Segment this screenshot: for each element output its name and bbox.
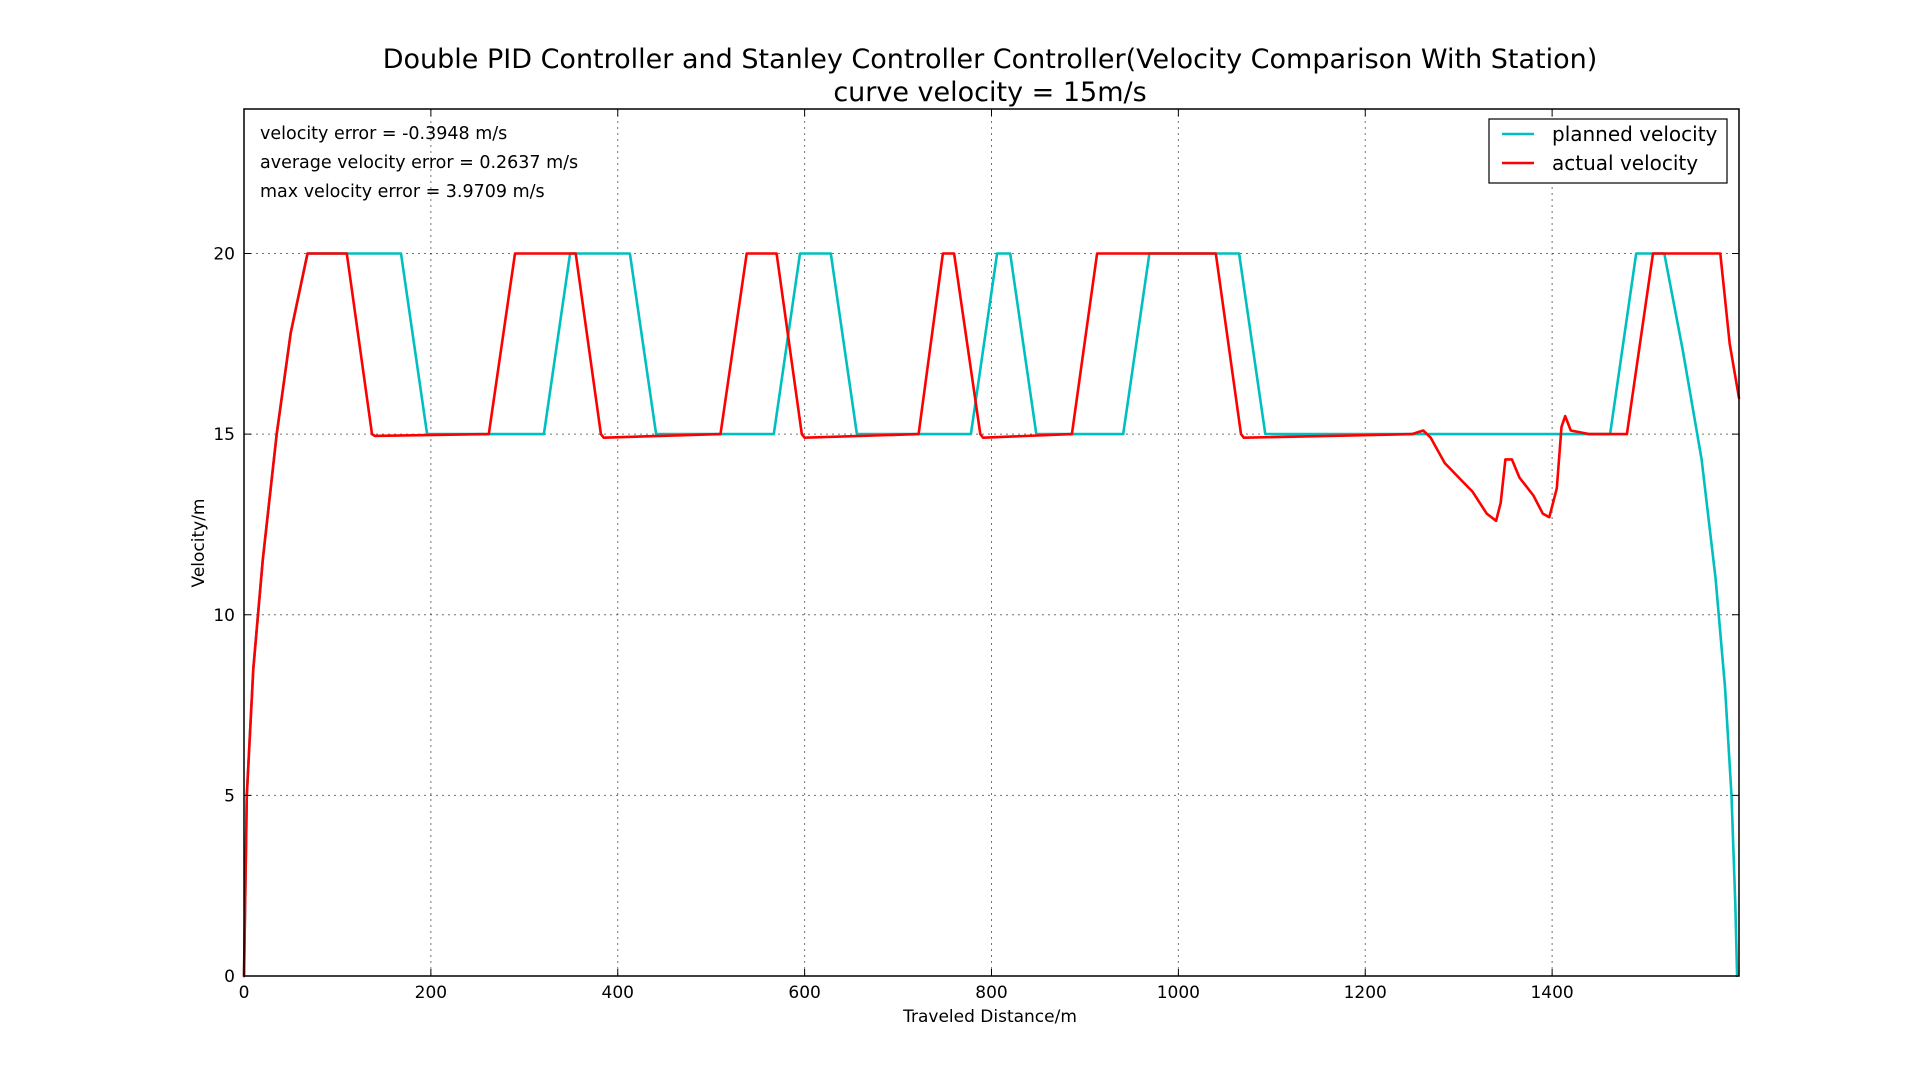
axis-ticks: 0 200 400 600 800 1000 1200 1400 0 5 10 15 20	[213, 109, 1739, 1003]
annotation-velocity-error: velocity error = -0.3948 m/s	[260, 124, 507, 144]
legend-box	[1488, 118, 1728, 184]
y-axis-label: Velocity/m	[189, 499, 209, 588]
y-tick-label: 20	[213, 245, 235, 265]
legend: planned velocity actual velocity	[1488, 118, 1728, 184]
legend-label-planned-velocity: planned velocity	[1552, 122, 1718, 146]
annotation-average-velocity-error: average velocity error = 0.2637 m/s	[260, 153, 578, 173]
legend-label-actual-velocity: actual velocity	[1552, 151, 1698, 175]
chart-subtitle: curve velocity = 15m/s	[833, 77, 1146, 108]
x-tick-label: 1200	[1344, 983, 1387, 1003]
x-tick-label: 1000	[1157, 983, 1200, 1003]
y-tick-label: 5	[224, 786, 235, 806]
series-line-actual-velocity	[242, 252, 1741, 978]
series-lines	[242, 252, 1741, 978]
x-tick-label: 800	[975, 983, 1007, 1003]
x-tick-label: 200	[415, 983, 447, 1003]
y-tick-label: 10	[213, 606, 235, 626]
y-tick-label: 0	[224, 967, 235, 987]
y-tick-label: 15	[213, 425, 235, 445]
annotation-max-velocity-error: max velocity error = 3.9709 m/s	[260, 182, 545, 202]
chart-title: Double PID Controller and Stanley Contro…	[383, 44, 1598, 75]
x-tick-label: 400	[602, 983, 634, 1003]
x-axis-label: Traveled Distance/m	[902, 1007, 1077, 1027]
x-tick-label: 600	[788, 983, 820, 1003]
x-tick-label: 0	[239, 983, 250, 1003]
x-tick-label: 1400	[1530, 983, 1573, 1003]
